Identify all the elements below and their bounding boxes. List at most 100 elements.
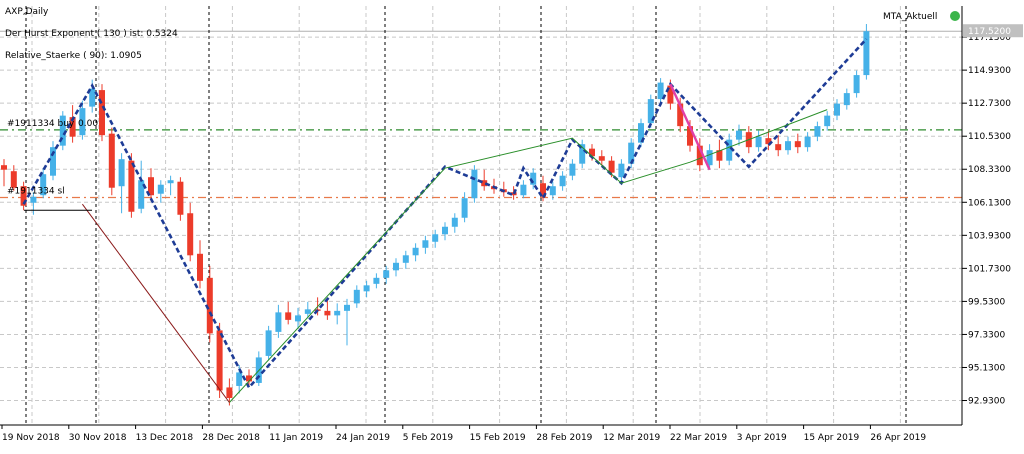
candle-body [726, 139, 733, 161]
period-separators [25, 6, 907, 425]
candle-body [540, 183, 546, 197]
candle-body [736, 130, 742, 140]
y-tick-label: 101.7300 [968, 264, 1011, 274]
candle-body [324, 310, 331, 316]
x-tick-label: 24 Jan 2019 [336, 433, 390, 443]
x-tick-label: 26 Apr 2019 [870, 433, 926, 443]
candle-body [10, 171, 17, 188]
candle-body [804, 136, 811, 148]
candle-body [89, 88, 96, 107]
candle-body [716, 150, 723, 161]
last-price-label: 117.5200 [968, 27, 1011, 37]
y-tick-label: 117.1300 [968, 33, 1011, 43]
x-tick-label: 13 Dec 2018 [136, 433, 194, 443]
candle-body [638, 123, 644, 143]
swing-line [81, 203, 230, 403]
candle-body [304, 309, 311, 314]
candle-body [285, 312, 292, 320]
x-tick-label: 11 Jan 2019 [269, 433, 323, 443]
green-trend [229, 109, 828, 403]
x-tick-label: 28 Feb 2019 [536, 433, 592, 443]
candle-body [108, 133, 115, 188]
price-level-label: #1911334 sl [7, 186, 65, 196]
candle-body [275, 312, 282, 332]
candle-body [834, 103, 840, 116]
candle-body [148, 177, 154, 196]
candle-body [20, 186, 27, 206]
candle-body [432, 234, 439, 242]
x-tick-label: 15 Feb 2019 [470, 433, 526, 443]
candle-body [402, 255, 409, 263]
candle-body [569, 163, 576, 176]
candle-body [618, 163, 625, 178]
candle-body [99, 90, 105, 136]
y-tick-label: 108.3300 [968, 165, 1011, 175]
candle-body [40, 174, 47, 196]
mta-label: MTA_Aktuell [883, 12, 937, 22]
x-tick-label: 28 Dec 2018 [202, 433, 260, 443]
info-line: Relative_Staerke ( 90): 1.0905 [5, 51, 142, 61]
x-tick-label: 12 Mar 2019 [603, 433, 660, 443]
candle-body [236, 372, 243, 386]
price-levels [0, 30, 962, 199]
candle-body [765, 138, 772, 145]
x-tick-label: 30 Nov 2018 [69, 433, 127, 443]
x-tick-label: 5 Feb 2019 [403, 433, 454, 443]
candle-body [373, 277, 380, 284]
candle-body [687, 126, 693, 146]
labels: AXP,Daily Der Hurst Exponent ( 130 ) ist:… [5, 7, 960, 196]
candle-body [412, 247, 419, 256]
candle-body [216, 330, 223, 391]
candle-body [481, 180, 488, 187]
candle-body [393, 262, 399, 271]
axes: 117.1300 114.9300 112.7300 110.5300 108.3300… [0, 6, 1023, 443]
y-tick-label: 103.9300 [968, 231, 1011, 241]
candle-body [383, 270, 390, 278]
chart-title: AXP,Daily [5, 7, 49, 17]
candle-body [422, 240, 429, 248]
candle-body [197, 253, 203, 281]
candle-body [50, 147, 56, 176]
candle-body [853, 75, 860, 94]
pivot-line [22, 38, 868, 390]
candle-body [461, 198, 468, 218]
candle-body [549, 186, 556, 196]
pink-line [669, 83, 711, 171]
candle-body [118, 159, 125, 187]
y-tick-label: 106.1300 [968, 198, 1011, 208]
candle-body [863, 31, 870, 76]
candle-body [363, 285, 370, 292]
x-tick-label: 22 Mar 2019 [670, 433, 727, 443]
candle-body [30, 196, 37, 203]
candle-body [187, 213, 194, 256]
candle-body [177, 181, 184, 215]
candle-body [1, 165, 7, 170]
candle-body [589, 148, 595, 157]
y-tick-label: 95.1300 [968, 363, 1005, 373]
price-level-label: #1911334 buy [7, 119, 75, 129]
candle-body [598, 156, 605, 161]
candle-body [353, 289, 360, 304]
x-tick-label: 3 Apr 2019 [737, 433, 787, 443]
level-value-label: 0.00 [78, 119, 98, 129]
y-tick-label: 114.9300 [968, 66, 1011, 76]
candle-body [59, 115, 66, 146]
indicator-lines [22, 38, 868, 403]
candle-body [79, 108, 86, 136]
info-line: Der Hurst Exponent ( 130 ) ist: 0.5324 [5, 29, 178, 39]
candle-body [794, 141, 801, 148]
candle-body [295, 315, 301, 322]
candle-body [520, 184, 527, 196]
candle-body [334, 310, 341, 316]
candle-body [647, 99, 654, 124]
candle-body [814, 126, 821, 137]
y-tick-label: 97.3300 [968, 330, 1005, 340]
x-tick-label: 15 Apr 2019 [804, 433, 860, 443]
y-tick-label: 92.9300 [968, 397, 1005, 407]
candle-body [471, 169, 478, 199]
candle-body [226, 387, 233, 398]
candle-body [451, 217, 458, 227]
y-tick-label: 112.7300 [968, 99, 1011, 109]
